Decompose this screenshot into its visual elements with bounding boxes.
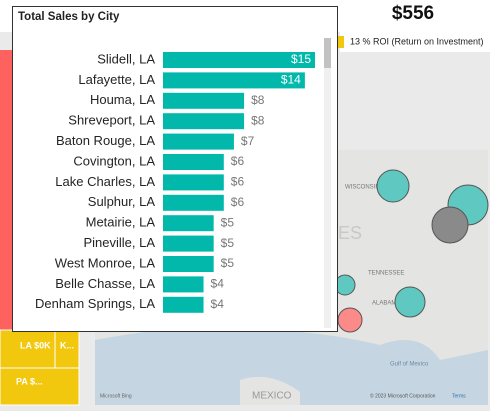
value-label: $14	[281, 73, 301, 87]
value-label: $4	[211, 277, 225, 291]
map-pies	[334, 169, 489, 333]
bar	[163, 113, 245, 130]
bar	[163, 194, 224, 211]
map-label: TENNESSEE	[368, 271, 404, 277]
value-label: $5	[221, 236, 235, 250]
bar	[163, 276, 204, 293]
treemap-label: LA $0K	[20, 340, 51, 350]
category-label: Sulphur, LA	[88, 194, 156, 209]
map-attribution: Microsoft Bing	[100, 393, 132, 399]
category-label: Baton Rouge, LA	[56, 133, 155, 148]
value-label: $8	[251, 113, 265, 127]
map-pie	[376, 169, 410, 203]
bar	[163, 92, 245, 109]
chart-title: Total Sales by City	[18, 11, 120, 23]
map-water	[95, 326, 488, 405]
value-label: $7	[241, 134, 255, 148]
category-label: Lafayette, LA	[78, 72, 155, 87]
category-label: West Monroe, LA	[55, 255, 156, 270]
bars: Slidell, LA $15 Lafayette, LA $14 Houma, LA $…	[35, 51, 315, 313]
bar	[163, 256, 214, 272]
treemap-block	[0, 329, 56, 369]
value-label: $5	[221, 215, 235, 229]
category-label: Slidell, LA	[97, 51, 155, 66]
map-pie	[337, 307, 363, 333]
scrollbar-thumb[interactable]	[324, 38, 331, 68]
map-label: ALABAMA	[372, 301, 400, 307]
bar	[163, 215, 214, 232]
map-pie	[431, 206, 469, 244]
category-label: Belle Chasse, LA	[55, 276, 155, 291]
category-label: Metairie, LA	[86, 215, 156, 230]
roi-marker	[338, 36, 344, 48]
treemap-label: PA $...	[16, 376, 43, 386]
category-label: Lake Charles, LA	[55, 174, 155, 189]
map-label: ES	[338, 223, 362, 243]
treemap-block	[0, 367, 80, 406]
treemap-label: K...	[60, 340, 74, 350]
bar	[163, 154, 224, 170]
value-label: $6	[231, 154, 245, 168]
map-label: WISCONSIN	[345, 185, 380, 191]
category-label: Covington, LA	[73, 153, 155, 168]
category-label: Shreveport, LA	[68, 113, 155, 128]
bar	[163, 235, 214, 252]
bar	[163, 133, 234, 150]
value-label: $6	[231, 175, 245, 189]
bar	[163, 52, 315, 68]
roi-label: 13 % ROI (Return on Investment)	[350, 36, 484, 46]
map-land	[240, 376, 300, 405]
kpi-tile	[340, 0, 490, 52]
map-label: MEXICO	[252, 391, 292, 402]
bar	[163, 296, 204, 313]
value-label: $15	[291, 52, 311, 66]
category-label: Houma, LA	[90, 92, 155, 107]
scrollbar-track	[324, 38, 331, 328]
value-label: $8	[251, 93, 265, 107]
kpi-value: $556	[392, 3, 434, 24]
category-label: Pineville, LA	[83, 235, 155, 250]
value-label: $6	[231, 195, 245, 209]
map-label: Gulf of Mexico	[390, 362, 429, 368]
map-terms[interactable]: Terms	[452, 393, 466, 399]
category-label: Denham Springs, LA	[35, 296, 155, 311]
bar	[163, 72, 305, 89]
value-label: $5	[221, 256, 235, 270]
map-copyright: © 2023 Microsoft Corporation	[370, 392, 436, 399]
bar	[163, 174, 224, 191]
map-pie	[394, 286, 426, 318]
value-label: $4	[211, 297, 225, 311]
